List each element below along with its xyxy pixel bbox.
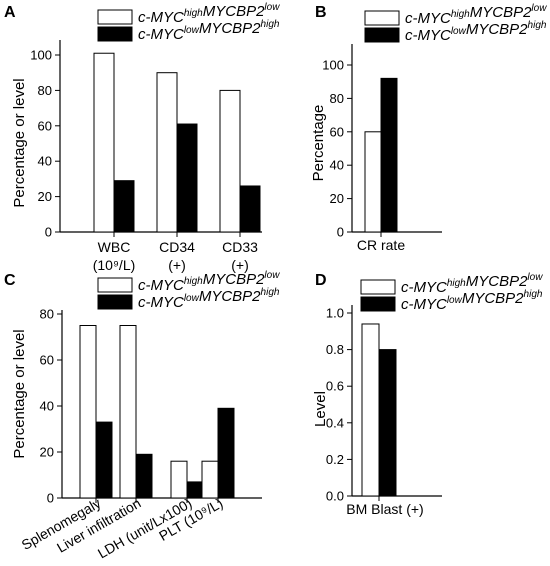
x-tick-label: (+) (231, 257, 249, 273)
y-tick-label: 1.0 (326, 306, 344, 321)
bar-series1-1 (364, 131, 382, 233)
x-tick-label: CD33 (222, 239, 258, 255)
legend-label-2: c-MYClowMYCBP2high (405, 20, 547, 44)
bar-series2-1 (380, 77, 398, 233)
x-tick-label: CR rate (357, 237, 405, 253)
legend-label-1: c-MYChighMYCBP2low (138, 2, 280, 26)
x-tick-label: CD34 (159, 239, 195, 255)
x-tick-label: BM Blast (+) (346, 501, 423, 517)
legend-swatch-2 (364, 27, 400, 43)
bar-series2-1 (113, 180, 135, 233)
y-tick-label: 100 (30, 48, 52, 63)
legend-swatch-2 (360, 296, 396, 312)
y-tick-label: 0.8 (326, 342, 344, 357)
y-tick-label: 0.0 (326, 489, 344, 504)
x-tick-label: (10⁹/L) (93, 257, 136, 273)
panel-letter: B (315, 4, 327, 21)
legend-swatch-1 (97, 9, 133, 25)
y-tick-label: 80 (40, 307, 54, 322)
y-tick-label: 0 (47, 491, 54, 506)
panel-letter: D (315, 272, 327, 289)
y-tick-label: 100 (322, 58, 344, 73)
bar-series1-4 (201, 460, 219, 499)
y-tick-label: 0.4 (326, 415, 344, 430)
y-tick-label: 80 (38, 83, 52, 98)
y-axis-title: Level (312, 391, 329, 427)
y-tick-label: 80 (330, 91, 344, 106)
y-tick-label: 0.2 (326, 452, 344, 467)
bar-series1-2 (119, 325, 137, 499)
bar-series1-1 (361, 323, 380, 497)
y-axis-title: Percentage or level (11, 78, 28, 207)
bar-series2-3 (186, 481, 204, 499)
legend-swatch-1 (364, 10, 400, 26)
y-axis-title: Percentage or level (11, 329, 28, 458)
y-tick-label: 20 (40, 445, 54, 460)
bar-series2-1 (378, 349, 397, 497)
legend-label-1: c-MYChighMYCBP2low (405, 3, 547, 27)
bar-series2-4 (217, 407, 235, 499)
legend-label-2: c-MYClowMYCBP2high (138, 19, 280, 43)
y-tick-label: 0.6 (326, 379, 344, 394)
legend-label-2: c-MYClowMYCBP2high (401, 289, 543, 313)
legend-label-1: c-MYChighMYCBP2low (401, 272, 543, 296)
bar-series2-2 (135, 453, 153, 499)
y-tick-label: 40 (40, 399, 54, 414)
y-tick-label: 0 (337, 225, 344, 240)
y-tick-label: 20 (38, 189, 52, 204)
y-tick-label: 20 (330, 191, 344, 206)
bar-series2-2 (176, 123, 198, 233)
legend-label-2: c-MYClowMYCBP2high (138, 287, 280, 311)
y-axis-title: Percentage (310, 105, 327, 182)
bar-series2-3 (239, 185, 261, 233)
bar-series1-1 (93, 52, 115, 233)
bar-series1-2 (156, 72, 178, 233)
legend-swatch-1 (360, 279, 396, 295)
legend-swatch-1 (97, 277, 133, 293)
bar-series1-1 (79, 325, 97, 499)
y-tick-label: 60 (40, 353, 54, 368)
x-tick-label: WBC (98, 239, 131, 255)
y-tick-label: 40 (38, 154, 52, 169)
legend-swatch-2 (97, 26, 133, 42)
x-tick-label: (+) (168, 257, 186, 273)
legend-swatch-2 (97, 294, 133, 310)
legend-label-1: c-MYChighMYCBP2low (138, 270, 280, 294)
bar-series1-3 (170, 460, 188, 499)
y-tick-label: 0 (45, 225, 52, 240)
bar-series2-1 (95, 421, 113, 499)
y-tick-label: 40 (330, 158, 344, 173)
y-tick-label: 60 (38, 118, 52, 133)
bar-series1-3 (219, 89, 241, 233)
panel-letter: A (4, 4, 16, 21)
panel-letter: C (4, 272, 16, 289)
y-tick-label: 60 (330, 124, 344, 139)
